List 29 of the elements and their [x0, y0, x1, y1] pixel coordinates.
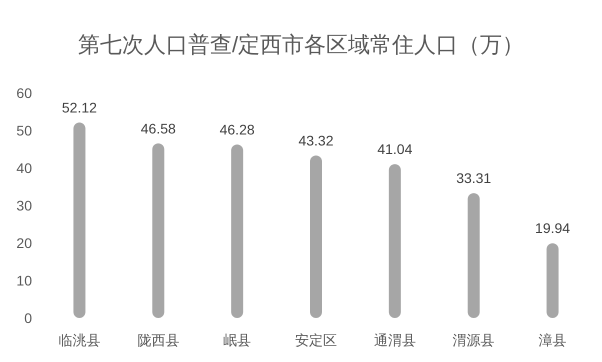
y-tick-label: 0	[24, 310, 32, 326]
x-tick-label: 漳县	[538, 332, 567, 348]
x-tick-label: 渭源县	[452, 332, 495, 348]
bar	[152, 143, 164, 318]
data-label: 43.32	[298, 132, 334, 149]
bar	[310, 156, 322, 318]
data-label: 52.12	[62, 100, 98, 116]
bar	[388, 164, 401, 318]
x-tick-label: 安定区	[295, 332, 337, 348]
x-tick-label: 通渭县	[374, 332, 416, 348]
x-tick-label: 陇西县	[137, 332, 180, 348]
bar	[468, 193, 480, 318]
data-label: 46.28	[220, 121, 255, 138]
y-tick-label: 10	[16, 272, 32, 288]
y-tick-label: 40	[16, 160, 32, 176]
bar	[231, 144, 244, 318]
y-tick-label: 50	[16, 122, 32, 138]
y-tick-label: 60	[16, 85, 32, 101]
x-tick-label: 临洮县	[58, 332, 100, 348]
data-label: 19.94	[535, 220, 570, 236]
bar	[546, 243, 559, 318]
data-label: 41.04	[377, 141, 413, 158]
data-label: 46.58	[140, 120, 176, 136]
bar	[73, 122, 86, 318]
y-tick-label: 30	[16, 198, 32, 214]
y-tick-label: 20	[16, 235, 32, 251]
data-label: 33.31	[456, 170, 492, 186]
x-tick-label: 岷县	[223, 332, 252, 348]
chart-title: 第七次人口普查/定西市各区域常住人口（万）	[78, 32, 524, 57]
